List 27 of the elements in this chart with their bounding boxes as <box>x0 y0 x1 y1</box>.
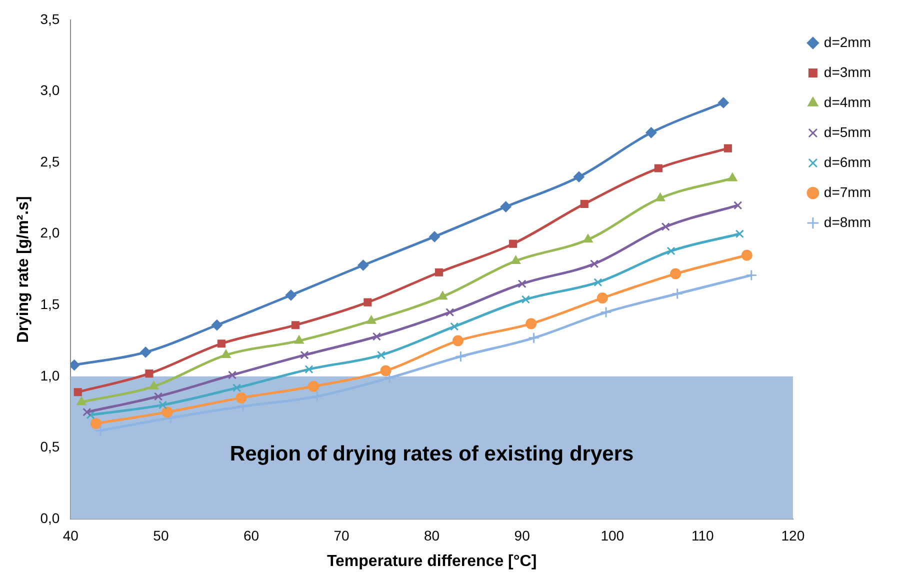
y-tick-label: 3,5 <box>40 10 60 27</box>
x-tick-label: 80 <box>424 527 440 544</box>
x-tick-label: 50 <box>153 527 169 544</box>
y-tick-label: 1,5 <box>40 296 60 312</box>
x-axis-title: Temperature difference [°C] <box>326 552 537 570</box>
y-tick-label: 1,0 <box>40 367 60 384</box>
band-label: Region of drying rates of existing dryers <box>230 442 634 466</box>
x-tick-label: 40 <box>62 527 79 544</box>
x-tick-label: 100 <box>600 527 624 544</box>
legend-label: d=5mm <box>824 124 872 140</box>
x-tick-label: 110 <box>691 527 714 544</box>
y-tick-label: 0,5 <box>40 438 60 455</box>
legend-label: d=2mm <box>824 34 872 50</box>
y-tick-label: 3,0 <box>40 82 60 98</box>
y-tick-label: 2,5 <box>40 153 60 170</box>
x-tick-label: 90 <box>514 527 530 544</box>
y-tick-label: 0,0 <box>40 510 60 526</box>
x-tick-label: 120 <box>781 527 805 544</box>
x-tick-label: 60 <box>243 527 260 544</box>
x-tick-label: 70 <box>334 527 350 544</box>
y-axis-title: Drying rate [g/m².s] <box>15 196 32 343</box>
legend-label: d=8mm <box>824 214 872 230</box>
y-tick-label: 2,0 <box>40 224 60 241</box>
legend-label: d=7mm <box>824 184 872 200</box>
legend-label: d=6mm <box>824 154 872 170</box>
legend-label: d=3mm <box>824 64 872 80</box>
legend-label: d=4mm <box>824 94 872 110</box>
